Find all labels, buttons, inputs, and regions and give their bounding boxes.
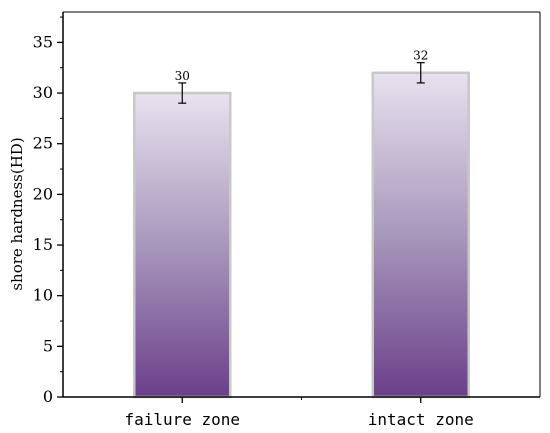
y-tick-label: 35 [33, 32, 53, 51]
x-tick-label: failure zone [124, 410, 240, 429]
bar-intact-zone [371, 71, 470, 399]
error-bar [178, 82, 187, 104]
axes-layer: failure zone intact zone 0 5 10 15 20 25 30 35 [33, 11, 541, 429]
y-tick-label: 0 [43, 387, 53, 406]
y-tick-label: 10 [33, 286, 53, 305]
data-label: 30 [175, 69, 190, 83]
x-tick-label: intact zone [368, 410, 474, 429]
y-tick-label: 15 [33, 235, 53, 254]
y-tick-label: 20 [33, 184, 53, 203]
error-bar [416, 62, 425, 84]
y-tick-label: 5 [43, 336, 53, 355]
bars-layer: 30 32 [133, 49, 470, 399]
y-tick-label: 30 [33, 83, 53, 102]
bar-failure-zone [133, 91, 232, 399]
y-tick-label: 25 [33, 134, 53, 153]
y-axis-title: shore hardness(HD) [8, 137, 26, 290]
data-label: 32 [413, 49, 428, 63]
